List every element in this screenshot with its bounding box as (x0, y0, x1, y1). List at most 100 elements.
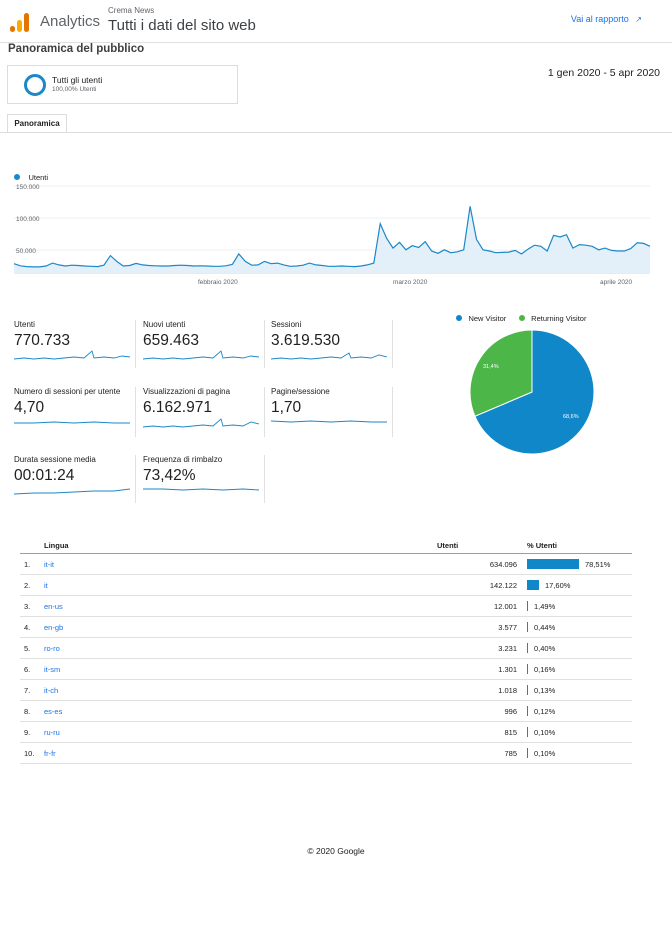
language-link[interactable]: ru-ru (44, 727, 60, 737)
row-number: 7. (20, 679, 44, 701)
users-value: 785 (437, 742, 517, 764)
share-bar (527, 559, 579, 569)
row-number: 5. (20, 637, 44, 659)
metric-divider (392, 387, 393, 437)
language-link[interactable]: es-es (44, 706, 63, 716)
legend-label: Returning Visitor (531, 314, 587, 323)
metric-sessioni-per-utente[interactable]: Numero di sessioni per utente 4,70 (14, 387, 134, 437)
pie-label-new-visitor: 68,6% (563, 414, 579, 420)
language-link[interactable]: it (44, 580, 48, 590)
users-value: 3.577 (437, 616, 517, 638)
pct-value: 17,60% (545, 580, 571, 590)
share-bar (527, 622, 528, 632)
table-row: 1. it-it 634.096 78,51% (20, 553, 632, 575)
tab-panoramica[interactable]: Panoramica (7, 114, 67, 133)
users-line-chart: 150.000 100.000 50.000 febbraio 2020 mar… (13, 184, 651, 286)
table-header-row: Lingua Utenti % Utenti (20, 538, 632, 554)
language-link[interactable]: it-it (44, 559, 54, 569)
metric-sparkline (271, 352, 387, 360)
pct-value: 0,40% (534, 643, 556, 653)
metric-value: 00:01:24 (14, 467, 75, 484)
metric-value: 659.463 (143, 332, 200, 349)
segment-card[interactable]: Tutti gli utenti 100,00% Utenti (7, 65, 238, 104)
column-header-lingua[interactable]: Lingua (44, 538, 437, 554)
property-selector[interactable]: Tutti i dati del sito web (108, 17, 256, 34)
metric-frequenza-rimbalzo[interactable]: Frequenza di rimbalzo 73,42% (143, 455, 263, 503)
metric-durata-sessione[interactable]: Durata sessione media 00:01:24 (14, 455, 134, 503)
metric-sparkline (14, 350, 130, 360)
pct-value: 78,51% (585, 559, 611, 569)
metric-sessioni[interactable]: Sessioni 3.619.530 (271, 320, 391, 368)
metric-label: Frequenza di rimbalzo (143, 455, 223, 464)
language-link[interactable]: ro-ro (44, 643, 60, 653)
visitor-type-pie-chart: 68,6% 31,4% (469, 329, 595, 455)
language-link[interactable]: it-sm (44, 664, 61, 674)
metric-sparkline (143, 418, 259, 428)
series-area (14, 206, 650, 273)
language-link[interactable]: en-us (44, 601, 63, 611)
pct-value: 0,16% (534, 664, 556, 674)
row-number: 4. (20, 616, 44, 638)
share-bar (527, 685, 528, 695)
pie-legend: New Visitor Returning Visitor (456, 308, 586, 326)
share-bar (527, 643, 528, 653)
table-row: 4. en-gb 3.577 0,44% (20, 616, 632, 638)
metric-divider (264, 320, 265, 368)
table-row: 8. es-es 996 0,12% (20, 700, 632, 722)
table-row: 10. fr-fr 785 0,10% (20, 742, 632, 764)
language-link[interactable]: en-gb (44, 622, 64, 632)
metric-visualizzazioni[interactable]: Visualizzazioni di pagina 6.162.971 (143, 387, 263, 437)
pct-value: 0,13% (534, 685, 556, 695)
segment-name: Tutti gli utenti (52, 75, 103, 85)
header-divider (0, 42, 672, 43)
date-range-picker[interactable]: 1 gen 2020 - 5 apr 2020 (547, 67, 660, 79)
table-row: 7. it-ch 1.018 0,13% (20, 679, 632, 701)
series-line (13, 206, 651, 268)
site-name: Crema News (108, 6, 155, 15)
column-header-pct-utenti[interactable]: % Utenti (517, 538, 632, 554)
metric-value: 4,70 (14, 399, 45, 416)
row-number: 10. (20, 742, 44, 764)
metric-sparkline (14, 421, 130, 424)
metric-divider (135, 387, 136, 437)
metric-divider (392, 320, 393, 368)
footer-copyright: © 2020 Google (307, 846, 365, 856)
share-bar (527, 727, 528, 737)
pct-value: 0,44% (534, 622, 556, 632)
users-value: 634.096 (437, 553, 517, 575)
table-row: 3. en-us 12.001 1,49% (20, 595, 632, 617)
table-row: 5. ro-ro 3.231 0,40% (20, 637, 632, 659)
metric-label: Utenti (14, 320, 35, 329)
chart-legend: Utenti (14, 167, 48, 185)
row-number: 9. (20, 721, 44, 743)
segment-ring-icon (24, 74, 46, 96)
row-number: 1. (20, 553, 44, 575)
column-header-utenti[interactable]: Utenti (437, 538, 517, 554)
metric-value: 73,42% (143, 467, 196, 484)
tabs-divider (0, 132, 672, 133)
metric-pagine-sessione[interactable]: Pagine/sessione 1,70 (271, 387, 391, 437)
segment-detail: 100,00% Utenti (52, 86, 97, 93)
share-bar (527, 706, 528, 716)
metric-nuovi-utenti[interactable]: Nuovi utenti 659.463 (143, 320, 263, 368)
users-value: 142.122 (437, 574, 517, 596)
users-value: 3.231 (437, 637, 517, 659)
share-bar (527, 664, 528, 674)
legend-label: Utenti (28, 173, 49, 182)
go-to-report-link[interactable]: Vai al rapporto ↗ (571, 14, 642, 24)
metric-sparkline (143, 350, 259, 360)
pct-value: 0,10% (534, 727, 556, 737)
table-row: 2. it 142.122 17,60% (20, 574, 632, 596)
metric-label: Visualizzazioni di pagina (143, 387, 231, 396)
pct-value: 0,10% (534, 748, 556, 758)
language-link[interactable]: fr-fr (44, 748, 56, 758)
legend-dot-icon (14, 174, 20, 180)
pct-value: 0,12% (534, 706, 556, 716)
metric-divider (264, 455, 265, 503)
language-link[interactable]: it-ch (44, 685, 59, 695)
metric-label: Durata sessione media (14, 455, 96, 464)
metric-utenti[interactable]: Utenti 770.733 (14, 320, 134, 368)
legend-dot-icon (518, 315, 525, 321)
users-value: 815 (437, 721, 517, 743)
share-bar (527, 580, 539, 590)
